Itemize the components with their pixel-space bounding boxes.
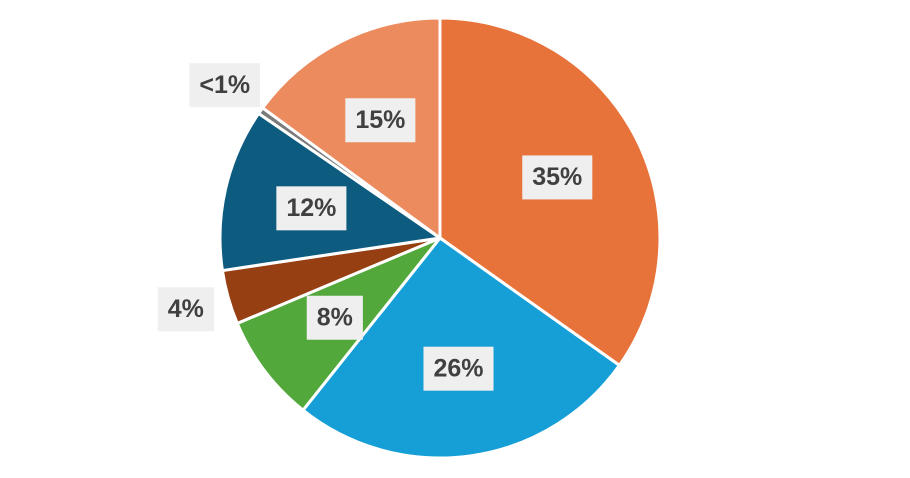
label-box [423, 346, 494, 391]
data-label: 12% [286, 194, 336, 222]
label-box [276, 186, 347, 231]
data-label: 26% [433, 354, 483, 382]
label-box [345, 98, 416, 143]
label-box [306, 295, 363, 340]
data-label: 8% [317, 303, 353, 331]
data-label: 15% [355, 106, 405, 134]
label-box [189, 63, 261, 108]
label-box [157, 287, 214, 332]
data-label: <1% [199, 71, 250, 99]
data-label: 35% [532, 163, 582, 191]
label-box [522, 155, 593, 200]
data-label: 4% [168, 295, 204, 323]
